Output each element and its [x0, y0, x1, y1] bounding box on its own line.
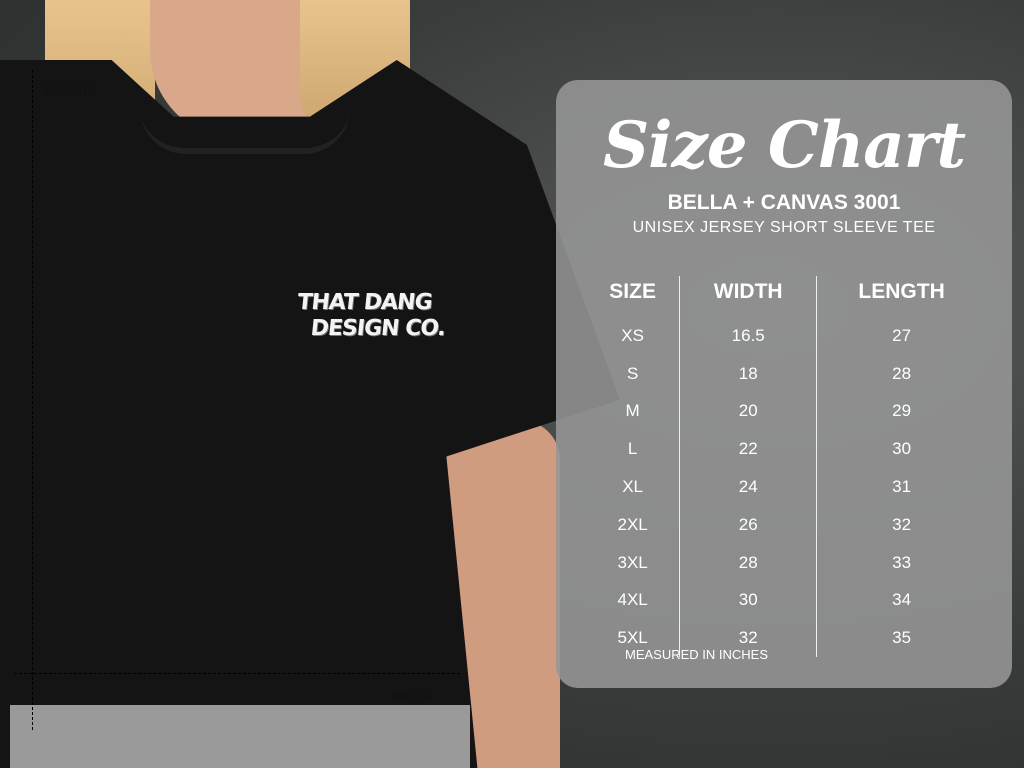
table-cell: 34 — [816, 581, 986, 620]
table-row: 4XL 30 34 — [586, 581, 986, 620]
logo-line: THAT DANG — [296, 290, 433, 315]
size-table: SIZE WIDTH LENGTH XS 16.5 27 S 18 28 M 20 29 L 22 30 X… — [586, 276, 986, 658]
table-cell: 31 — [816, 468, 986, 506]
length-measure-line — [32, 70, 33, 730]
brand-model: BELLA + CANVAS 3001 — [667, 191, 901, 214]
column-header: WIDTH — [679, 276, 817, 317]
table-cell: 32 — [816, 505, 986, 544]
table-row: S 18 28 — [586, 354, 986, 393]
units-note: MEASURED IN INCHES — [625, 647, 769, 662]
table-cell: L — [627, 439, 638, 459]
table-row: 5XL 32 35 — [586, 619, 986, 658]
table-cell: 33 — [816, 543, 986, 582]
table-cell: 22 — [679, 430, 817, 469]
table-cell: 28 — [679, 543, 817, 582]
shirt-logo: THAT DANG DESIGN CO. — [293, 290, 449, 342]
table-cell: 4XL — [617, 590, 648, 610]
table-row: L 22 30 — [586, 430, 986, 469]
table-cell: 32 — [679, 619, 817, 658]
table-cell: 30 — [816, 430, 986, 469]
table-row: 3XL 28 33 — [586, 543, 986, 582]
column-header: LENGTH — [816, 276, 986, 317]
collar — [140, 108, 350, 154]
width-measure-line — [14, 673, 460, 674]
table-cell: 30 — [679, 581, 817, 620]
table-cell: 24 — [679, 468, 817, 506]
table-cell: XS — [621, 325, 644, 345]
size-chart-panel: Size Chart BELLA + CANVAS 3001 UNISEX JE… — [556, 80, 1012, 688]
length-label: LENGTH — [44, 83, 93, 97]
table-cell: M — [625, 401, 640, 421]
table-cell: 20 — [679, 392, 817, 431]
pants — [10, 705, 470, 768]
table-cell: 28 — [816, 354, 986, 393]
table-cell: 29 — [816, 392, 986, 431]
table-row: XS 16.5 27 — [586, 317, 986, 355]
table-cell: XL — [622, 477, 644, 497]
table-cell: 27 — [816, 317, 986, 355]
table-row: M 20 29 — [586, 392, 986, 431]
table-cell: 2XL — [617, 514, 648, 534]
table-row: 2XL 26 32 — [586, 505, 986, 544]
table-cell: 26 — [679, 505, 817, 544]
table-cell: 16.5 — [679, 317, 817, 355]
column-header: SIZE — [609, 280, 656, 303]
chart-title: Size Chart — [602, 108, 966, 183]
table-row: XL 24 31 — [586, 468, 986, 506]
table-cell: 3XL — [617, 552, 648, 572]
width-label: WIDTH — [392, 690, 432, 704]
product-subtitle: UNISEX JERSEY SHORT SLEEVE TEE — [632, 219, 936, 236]
table-cell: 35 — [816, 619, 986, 658]
table-cell: 5XL — [617, 628, 648, 648]
logo-line: DESIGN CO. — [309, 316, 447, 341]
table-cell: S — [626, 363, 639, 383]
table-cell: 18 — [679, 354, 817, 393]
